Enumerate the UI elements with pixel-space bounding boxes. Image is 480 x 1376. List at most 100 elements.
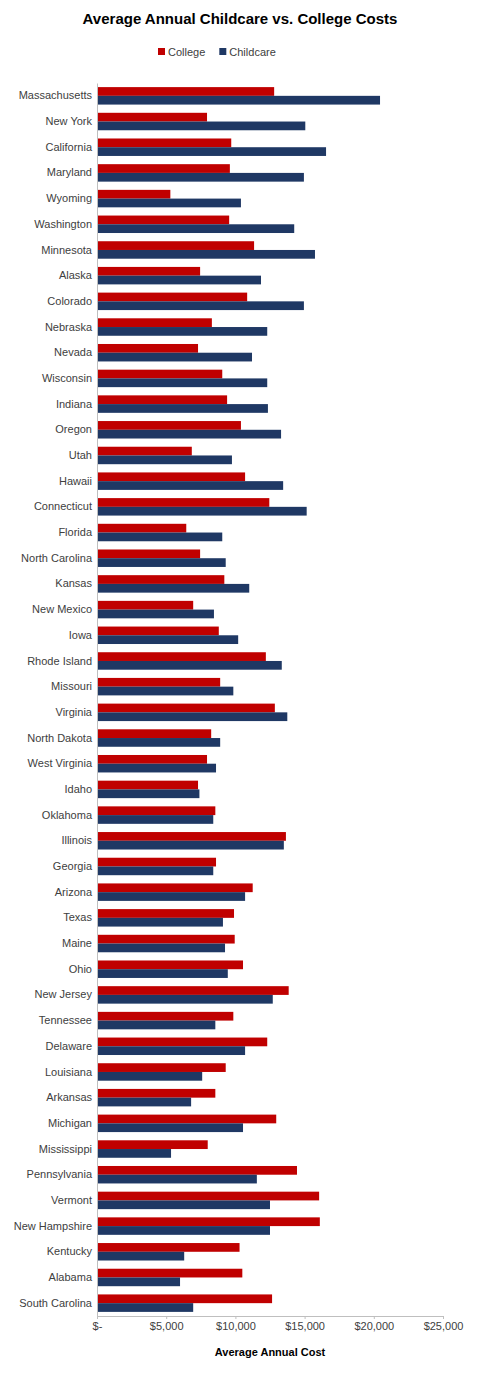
- y-tick: Alaska: [59, 269, 97, 281]
- category-label: Florida: [58, 526, 93, 538]
- category-label: New York: [46, 115, 93, 127]
- x-axis: $-$5,000$10,000$15,000$20,000$25,000: [93, 1316, 464, 1332]
- bar: [97, 404, 268, 413]
- bar: [97, 1149, 171, 1158]
- bar: [97, 147, 326, 156]
- chart-title: Average Annual Childcare vs. College Cos…: [83, 10, 398, 27]
- y-tick: Wisconsin: [42, 372, 97, 384]
- y-tick: Wyoming: [46, 192, 97, 204]
- bar: [97, 241, 254, 250]
- bar: [97, 370, 222, 379]
- y-tick: New Hampshire: [14, 1220, 97, 1232]
- category-label: Virginia: [56, 706, 93, 718]
- bar: [97, 507, 307, 516]
- bar: [97, 627, 219, 636]
- bar: [97, 1089, 215, 1098]
- category-label: Utah: [69, 449, 92, 461]
- bar: [97, 909, 234, 918]
- category-label: Iowa: [69, 629, 93, 641]
- y-tick: Delaware: [46, 1040, 97, 1052]
- bar: [97, 1269, 242, 1278]
- bar: [97, 421, 241, 430]
- bar: [97, 866, 213, 875]
- y-tick: Kentucky: [47, 1245, 97, 1257]
- y-tick: Nevada: [54, 346, 97, 358]
- y-tick: Illinois: [61, 834, 97, 846]
- bar: [97, 524, 186, 533]
- y-tick: Oklahoma: [42, 809, 97, 821]
- category-label: Arizona: [55, 886, 93, 898]
- bar: [97, 267, 200, 276]
- category-label: Minnesota: [41, 243, 93, 255]
- category-label: Delaware: [46, 1040, 92, 1052]
- y-tick: West Virginia: [28, 757, 97, 769]
- bar: [97, 652, 266, 661]
- bar: [97, 764, 216, 773]
- category-label: Mississippi: [39, 1143, 92, 1155]
- category-label: Texas: [63, 911, 92, 923]
- x-tick-label: $10,000: [216, 1320, 256, 1332]
- bar: [97, 918, 223, 927]
- y-tick: Oregon: [55, 423, 97, 435]
- category-label: Nevada: [54, 346, 93, 358]
- x-axis-line: [98, 1316, 444, 1317]
- y-tick: Utah: [69, 449, 97, 461]
- bar: [97, 995, 273, 1004]
- y-tick: Hawaii: [59, 475, 97, 487]
- bar: [97, 481, 283, 490]
- bar: [97, 883, 253, 892]
- x-tick-label: $-: [93, 1320, 103, 1332]
- bar: [97, 969, 228, 978]
- bar: [97, 216, 229, 225]
- bar: [97, 1226, 270, 1235]
- category-label: Oklahoma: [42, 809, 93, 821]
- bar: [97, 635, 238, 644]
- category-label: Vermont: [51, 1194, 92, 1206]
- bar: [97, 173, 304, 182]
- category-label: Michigan: [48, 1117, 92, 1129]
- category-label: Wisconsin: [42, 372, 92, 384]
- bar: [97, 1021, 215, 1030]
- bar: [97, 610, 214, 619]
- bar: [97, 806, 215, 815]
- category-label: Rhode Island: [27, 654, 92, 666]
- bar: [97, 122, 305, 131]
- bar: [97, 293, 247, 302]
- x-tick: $10,000: [216, 1316, 256, 1332]
- category-label: Colorado: [47, 295, 92, 307]
- bar: [97, 395, 227, 404]
- category-label: Washington: [34, 218, 92, 230]
- category-label: New Hampshire: [14, 1220, 92, 1232]
- y-tick: Rhode Island: [27, 654, 97, 666]
- y-tick: Missouri: [51, 680, 97, 692]
- category-label: Arkansas: [46, 1091, 92, 1103]
- bar: [97, 789, 199, 798]
- category-label: Kansas: [55, 577, 92, 589]
- category-label: South Carolina: [19, 1297, 93, 1309]
- bar: [97, 935, 235, 944]
- bar: [97, 1072, 202, 1081]
- bar: [97, 96, 380, 105]
- bar: [97, 960, 243, 969]
- bar: [97, 1038, 267, 1047]
- y-tick: Indiana: [56, 398, 97, 410]
- bar: [97, 1243, 240, 1252]
- y-tick: Minnesota: [41, 243, 97, 255]
- bar: [97, 1294, 272, 1303]
- bar: [97, 892, 245, 901]
- category-label: Missouri: [51, 680, 92, 692]
- x-tick-label: $20,000: [354, 1320, 394, 1332]
- legend-label: Childcare: [229, 46, 275, 58]
- x-tick-mark: [235, 1316, 236, 1319]
- category-label: New Jersey: [35, 988, 93, 1000]
- bar: [97, 164, 230, 173]
- bar: [97, 1063, 226, 1072]
- y-tick: Virginia: [56, 706, 98, 718]
- bar: [97, 1303, 193, 1312]
- legend-swatch: [219, 48, 226, 55]
- category-label: Hawaii: [59, 475, 92, 487]
- bar: [97, 1012, 233, 1021]
- x-tick: $-: [93, 1316, 103, 1332]
- y-tick: New Mexico: [32, 603, 97, 615]
- y-tick: Idaho: [64, 783, 97, 795]
